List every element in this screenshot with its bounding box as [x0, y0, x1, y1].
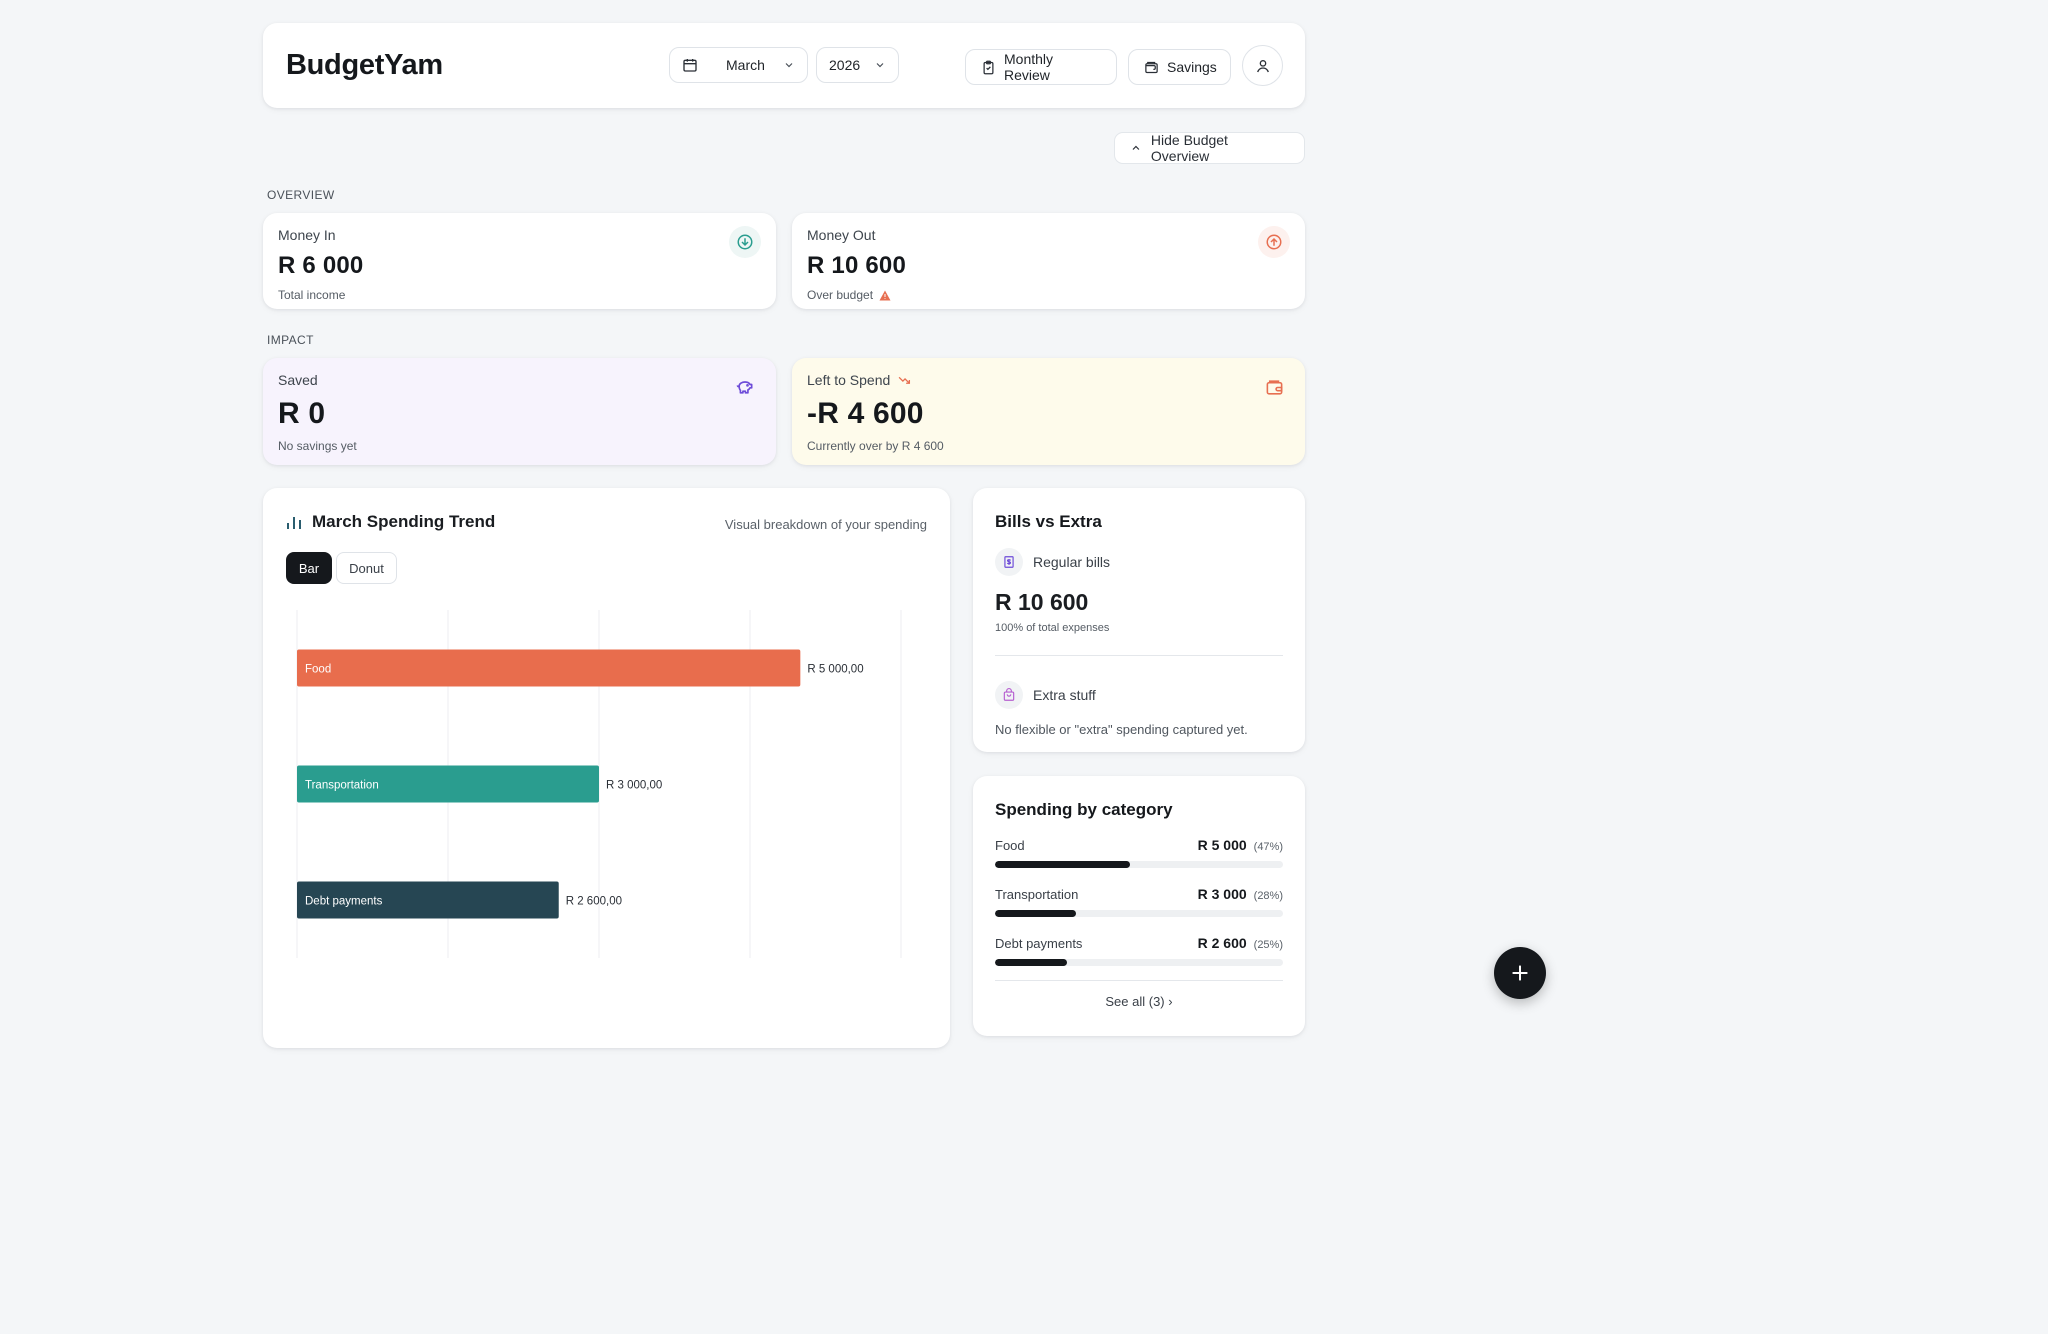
user-avatar-button[interactable] — [1242, 45, 1283, 86]
category-name: Food — [995, 838, 1025, 853]
spending-by-category-card: Spending by category Food R 5 000 (47%) … — [973, 776, 1305, 1036]
money-in-label: Money In — [278, 227, 336, 243]
clipboard-icon — [983, 60, 994, 74]
tab-donut[interactable]: Donut — [336, 552, 397, 584]
app-header: BudgetYam March 2026 Monthly Review Savi… — [263, 23, 1305, 108]
impact-section-label: IMPACT — [267, 333, 314, 347]
category-progress-fill — [995, 959, 1067, 966]
category-amount: R 5 000 — [1197, 837, 1247, 853]
piggy-bank-icon — [729, 371, 761, 403]
money-out-card: Money Out R 10 600 Over budget — [792, 213, 1305, 309]
chart-bar-transportation — [297, 765, 599, 803]
category-progress-fill — [995, 861, 1131, 868]
saved-sub: No savings yet — [278, 439, 357, 453]
wallet-icon — [1258, 371, 1290, 403]
month-value: March — [726, 57, 765, 73]
shopping-bag-icon — [995, 681, 1023, 709]
savings-button[interactable]: Savings — [1128, 49, 1231, 85]
add-transaction-button[interactable] — [1494, 947, 1546, 999]
monthly-review-label: Monthly Review — [1004, 51, 1054, 83]
chart-bar-label: Debt payments — [305, 896, 383, 908]
bills-title: Bills vs Extra — [995, 512, 1102, 531]
hide-budget-overview-button[interactable]: Hide Budget Overview — [1114, 132, 1305, 164]
money-out-sub: Over budget — [807, 288, 874, 302]
category-pct: (28%) — [1253, 890, 1283, 902]
money-in-amount: R 6 000 — [278, 252, 364, 279]
user-icon — [1256, 59, 1269, 72]
divider — [995, 655, 1283, 656]
arrow-down-circle-icon — [729, 226, 761, 258]
left-to-spend-card: Left to Spend -R 4 600 Currently over by… — [792, 358, 1305, 465]
wallet-icon — [1145, 61, 1158, 73]
category-progress-fill — [995, 910, 1076, 917]
saved-amount: R 0 — [278, 397, 326, 430]
savings-label: Savings — [1167, 59, 1217, 75]
money-out-label: Money Out — [807, 227, 876, 243]
left-to-spend-amount: -R 4 600 — [807, 397, 924, 430]
extra-stuff-note: No flexible or "extra" spending captured… — [995, 722, 1248, 737]
category-pct: (47%) — [1253, 841, 1283, 853]
category-row-food[interactable]: Food R 5 000 (47%) — [995, 837, 1283, 868]
regular-bills-label: Regular bills — [1033, 554, 1111, 570]
money-out-amount: R 10 600 — [807, 252, 907, 279]
category-row-debt-payments[interactable]: Debt payments R 2 600 (25%) — [995, 935, 1283, 966]
extra-stuff-label: Extra stuff — [1033, 687, 1096, 703]
chart-value-label: R 5 000,00 — [807, 664, 863, 676]
hide-budget-overview-label: Hide Budget Overview — [1150, 132, 1228, 164]
trending-down-icon — [898, 376, 911, 384]
chart-value-label: R 3 000,00 — [606, 780, 662, 792]
chart-bar-food — [297, 649, 801, 687]
saved-label: Saved — [278, 372, 318, 388]
calendar-icon — [683, 59, 697, 72]
plus-icon — [1512, 965, 1528, 981]
category-progress-track — [995, 959, 1283, 966]
chevron-down-icon — [876, 63, 884, 68]
category-progress-track — [995, 861, 1283, 868]
category-row-transportation[interactable]: Transportation R 3 000 (28%) — [995, 886, 1283, 917]
spending-bar-chart: Food R 5 000,00 Transportation R 3 000,00 De… — [296, 610, 902, 958]
chart-value-label: R 2 600,00 — [566, 896, 622, 908]
bar-chart-icon — [287, 517, 301, 529]
money-in-card: Money In R 6 000 Total income — [263, 213, 776, 309]
year-select[interactable]: 2026 — [816, 47, 899, 83]
regular-bills-pct: 100% of total expenses — [995, 622, 1110, 634]
arrow-up-circle-icon — [1258, 226, 1290, 258]
bill-icon — [995, 548, 1023, 576]
chevron-down-icon — [785, 63, 793, 68]
monthly-review-button[interactable]: Monthly Review — [965, 49, 1117, 85]
category-title: Spending by category — [995, 800, 1173, 819]
category-name: Debt payments — [995, 936, 1083, 951]
left-to-spend-label: Left to Spend — [807, 372, 891, 388]
app-logo: BudgetYam — [286, 49, 443, 81]
chart-bar-label: Transportation — [305, 780, 379, 792]
money-in-sub: Total income — [278, 288, 346, 302]
category-progress-track — [995, 910, 1283, 917]
category-pct: (25%) — [1253, 939, 1283, 951]
trend-title: March Spending Trend — [312, 512, 496, 531]
bills-vs-extra-card: Bills vs Extra Regular bills R 10 600 10… — [973, 488, 1305, 752]
warning-icon — [879, 290, 891, 300]
year-value: 2026 — [829, 57, 861, 73]
regular-bills-amount: R 10 600 — [995, 589, 1089, 615]
category-name: Transportation — [995, 887, 1079, 902]
chart-bar-debt-payments — [297, 881, 559, 919]
chart-bar-label: Food — [305, 664, 331, 676]
saved-card: Saved R 0 No savings yet — [263, 358, 776, 465]
category-amount: R 3 000 — [1197, 886, 1247, 902]
month-select[interactable]: March — [669, 47, 808, 83]
tab-bar[interactable]: Bar — [286, 552, 332, 584]
chevron-up-icon — [1132, 145, 1140, 150]
left-to-spend-sub: Currently over by R 4 600 — [807, 439, 944, 453]
overview-section-label: OVERVIEW — [267, 188, 335, 202]
see-all-categories-link[interactable]: See all (3) › — [995, 980, 1283, 1009]
category-amount: R 2 600 — [1197, 935, 1247, 951]
spending-trend-card: March Spending Trend Visual breakdown of… — [263, 488, 950, 1048]
trend-subtitle: Visual breakdown of your spending — [724, 517, 927, 532]
